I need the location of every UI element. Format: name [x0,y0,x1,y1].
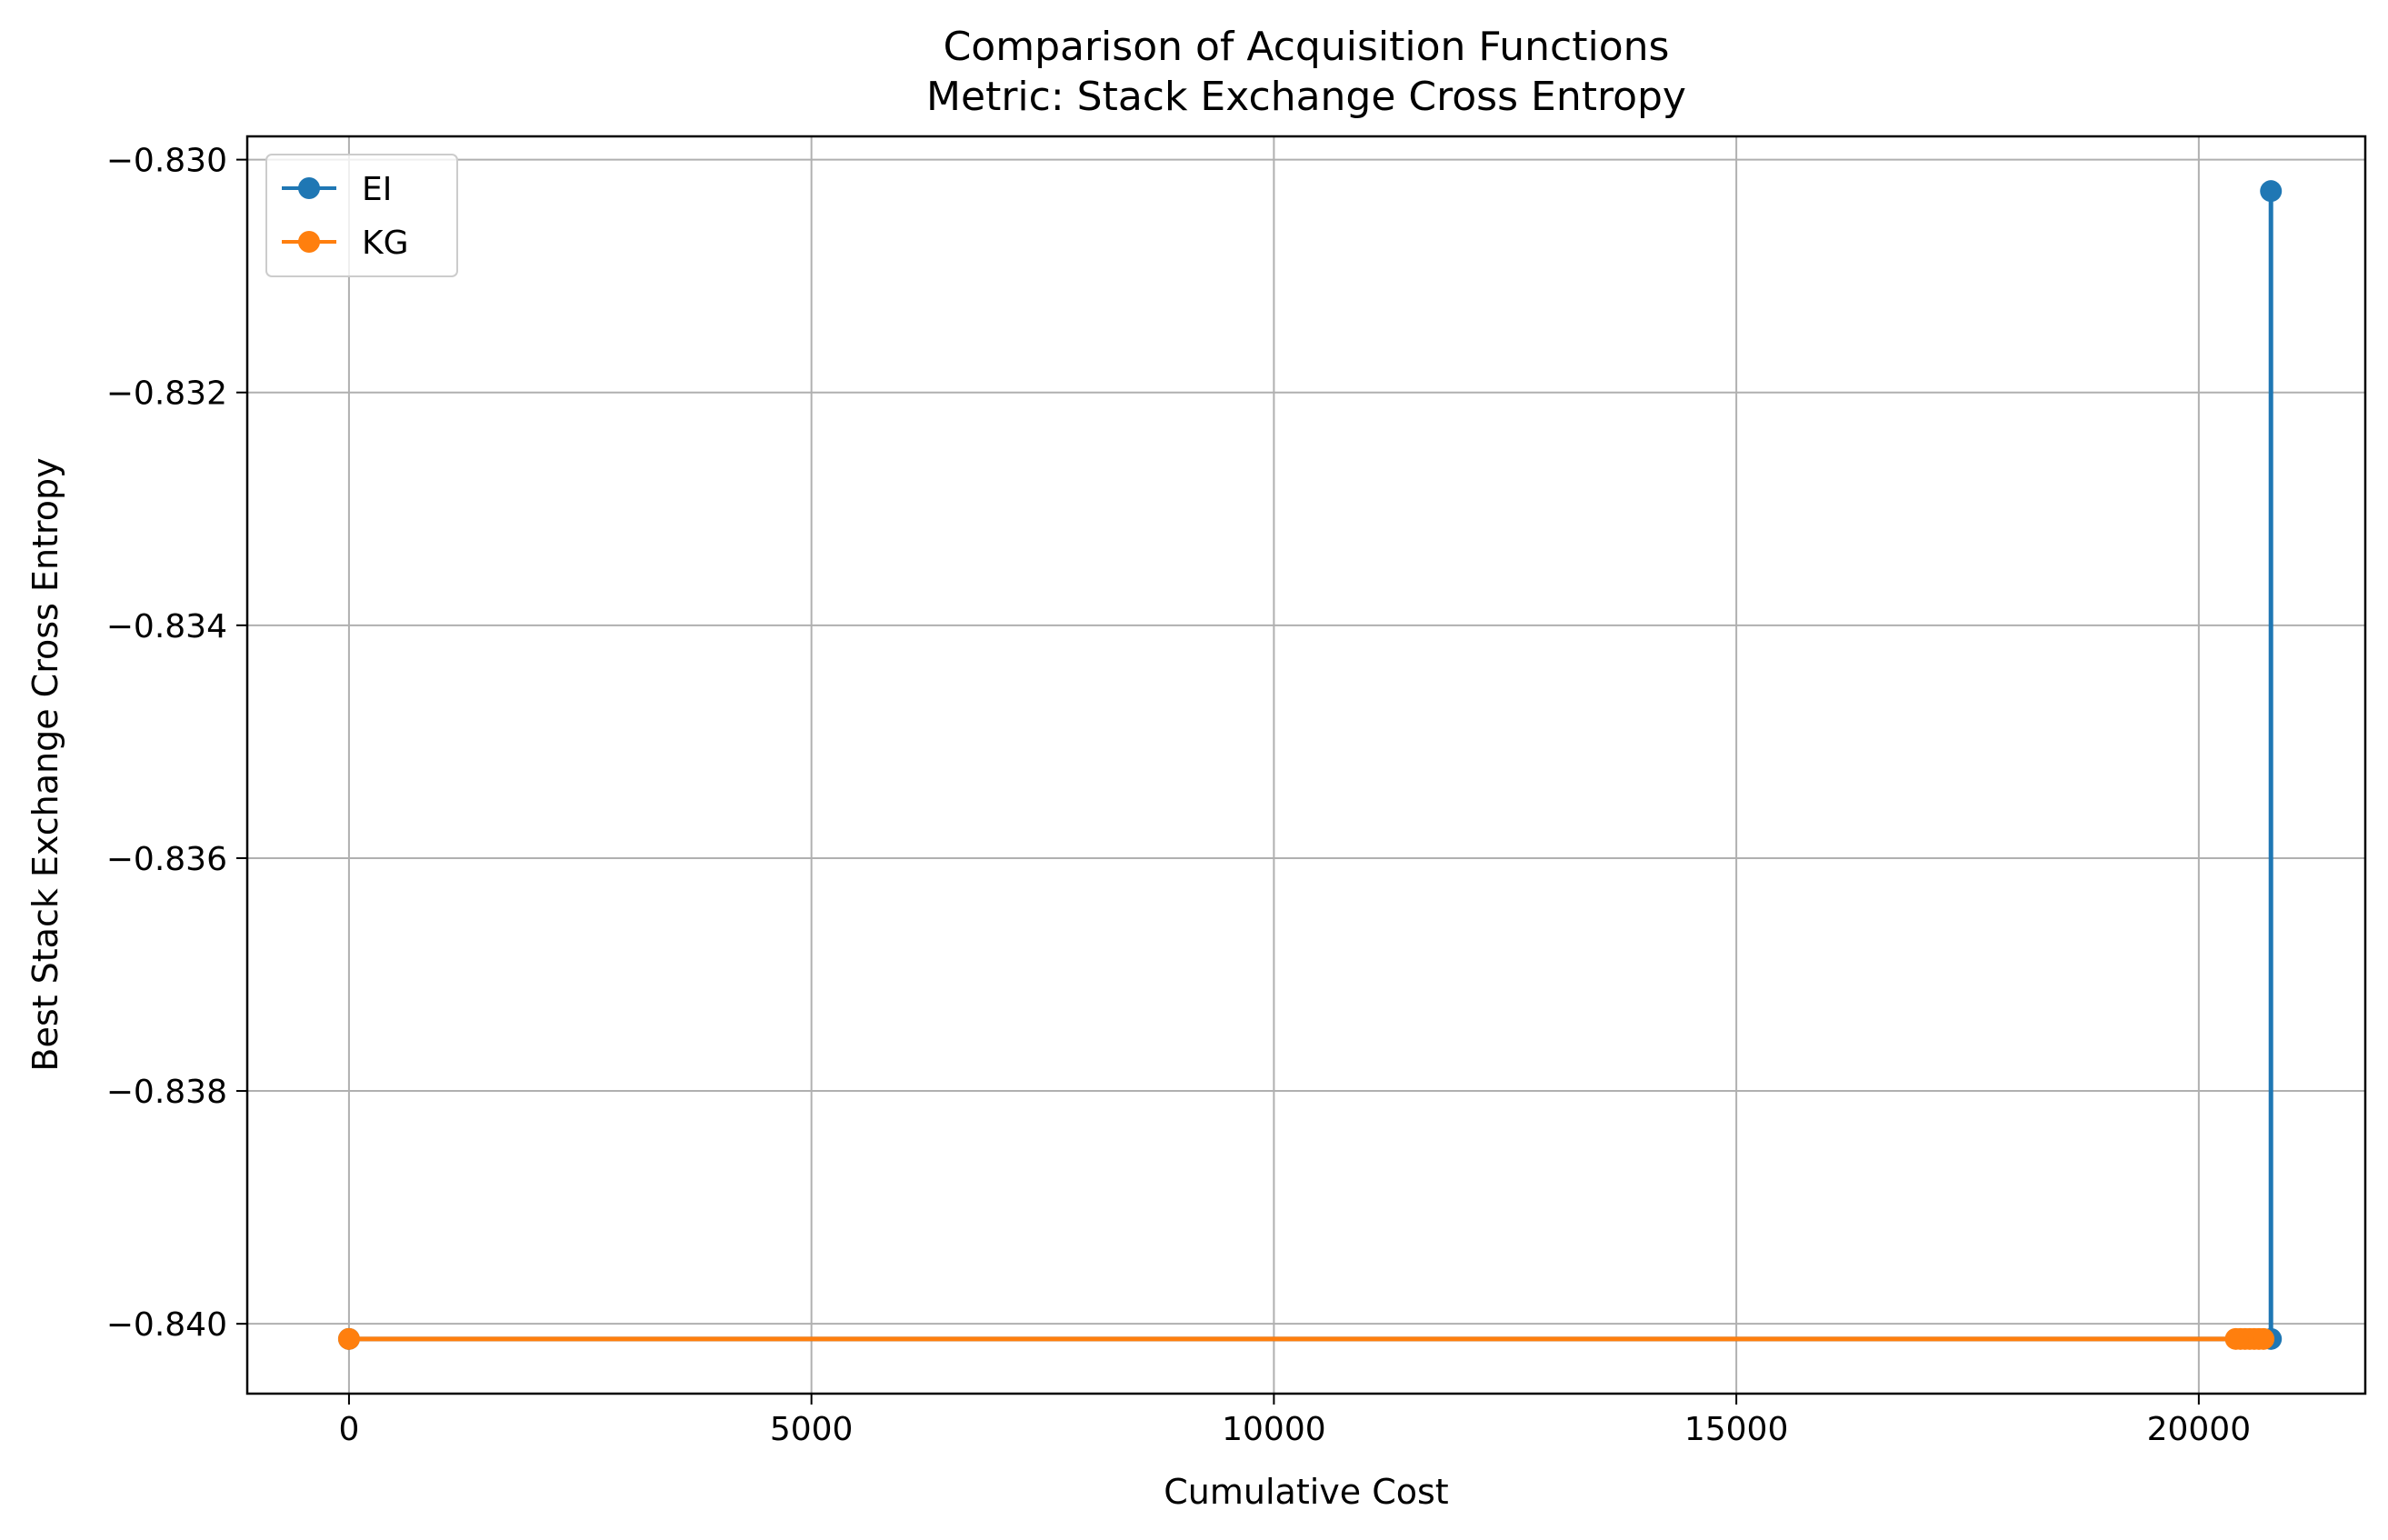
axis-ticks: 0 5000 10000 15000 20000 −0.830 −0.832 −0.834 −0… [106,143,2251,1448]
y-tick-label: −0.834 [106,608,227,645]
x-tick-label: 5000 [770,1411,854,1448]
y-tick-label: −0.838 [106,1074,227,1111]
data-point-kg [337,1327,360,1350]
y-tick-label: −0.832 [106,375,227,413]
legend-marker-ei [298,177,320,199]
chart-subtitle: Metric: Stack Exchange Cross Entropy [926,74,1686,120]
y-tick-label: −0.836 [106,841,227,878]
y-tick-label: −0.830 [106,143,227,180]
data-point-kg [2253,1327,2275,1350]
grid [247,136,2365,1394]
y-axis-label: Best Stack Exchange Cross Entropy [25,457,65,1071]
x-tick-label: 0 [338,1411,359,1448]
legend-marker-kg [298,231,320,253]
legend-label-ei: EI [362,171,392,208]
x-axis-label: Cumulative Cost [1164,1472,1448,1512]
legend: EI KG [265,154,458,277]
series-group [337,180,2283,1350]
chart-title: Comparison of Acquisition Functions [944,24,1670,70]
legend-label-kg: KG [362,225,409,262]
plot-frame [245,135,2367,1395]
x-tick-label: 15000 [1684,1411,1789,1448]
x-tick-label: 20000 [2147,1411,2252,1448]
x-tick-label: 10000 [1222,1411,1326,1448]
data-point-ei [2260,180,2283,203]
y-tick-label: −0.840 [106,1306,227,1344]
